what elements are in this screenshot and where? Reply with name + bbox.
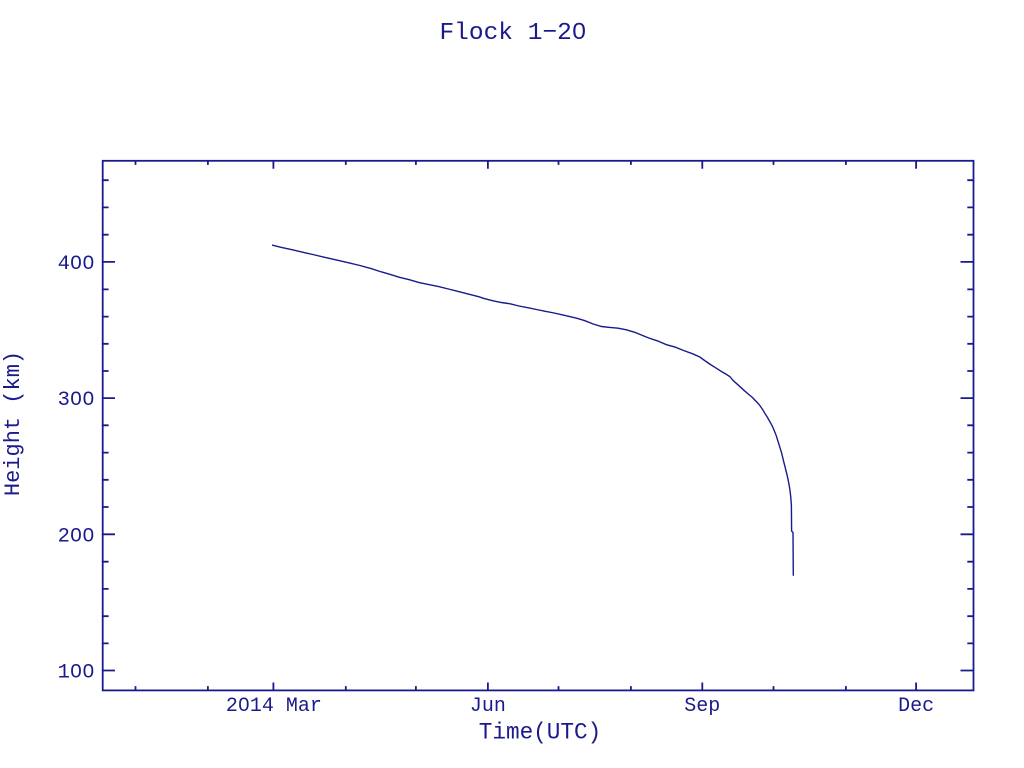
svg-text:Height (km): Height (km) xyxy=(1,351,26,496)
svg-text:2014 Mar: 2014 Mar xyxy=(226,695,322,718)
svg-text:Jun: Jun xyxy=(470,695,506,718)
svg-text:Flock 1−20: Flock 1−20 xyxy=(439,20,586,47)
svg-text:Dec: Dec xyxy=(898,695,934,718)
svg-text:Sep: Sep xyxy=(684,695,720,718)
svg-text:Time(UTC): Time(UTC) xyxy=(479,719,602,745)
